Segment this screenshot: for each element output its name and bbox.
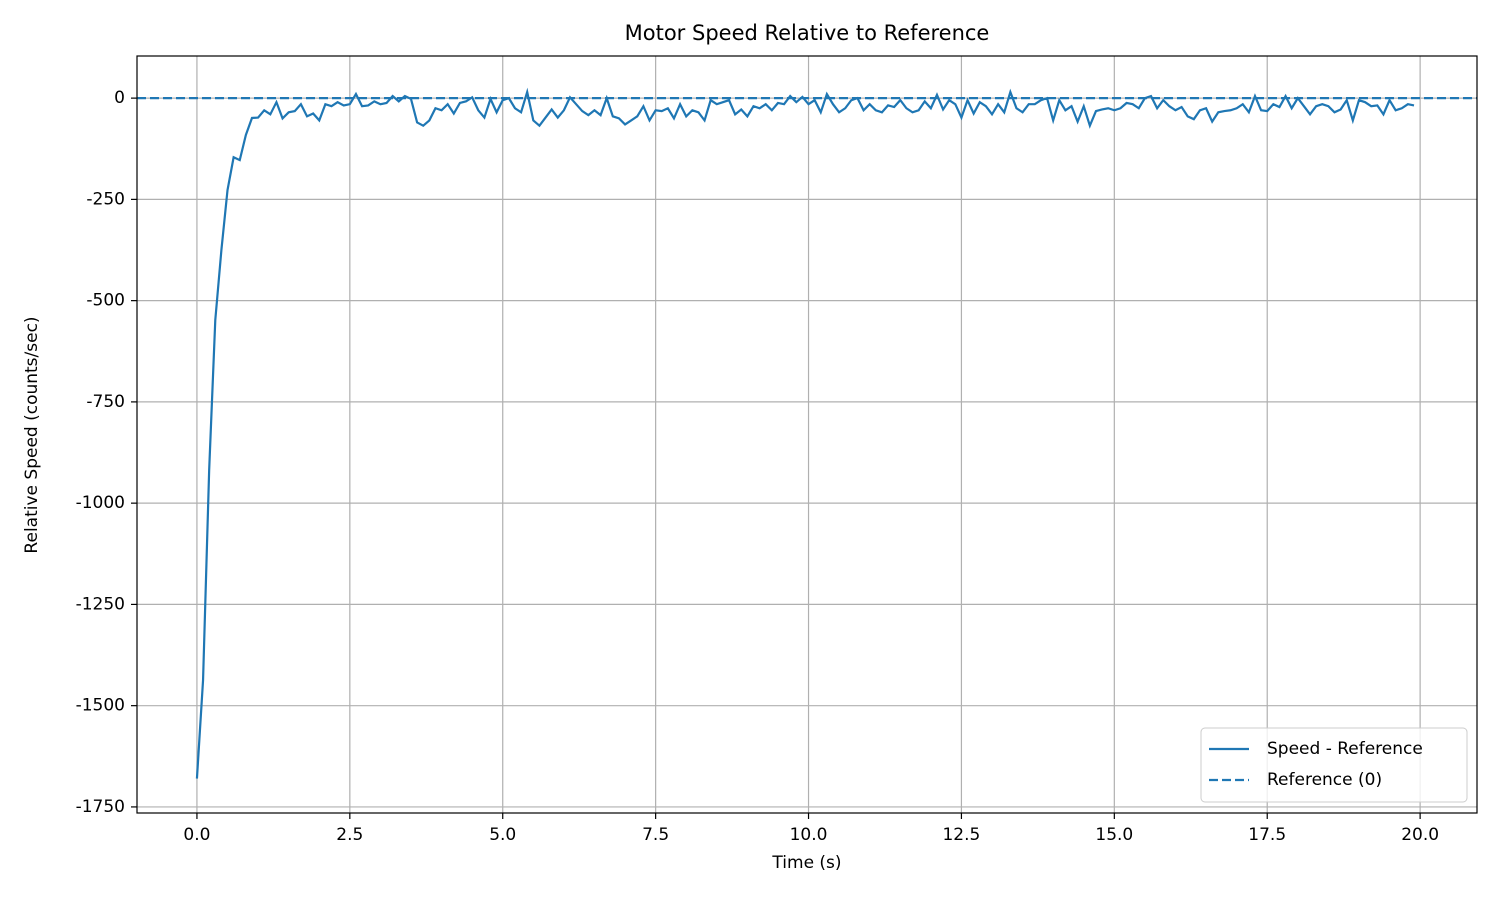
y-tick-label: 0 [114, 88, 125, 108]
x-tick-label: 12.5 [942, 825, 980, 845]
y-axis-label: Relative Speed (counts/sec) [22, 316, 42, 553]
x-tick-label: 15.0 [1095, 825, 1133, 845]
x-tick-label: 10.0 [790, 825, 828, 845]
data-line [195, 87, 1415, 779]
legend-label: Speed - Reference [1267, 739, 1423, 759]
y-tick-label: -1000 [76, 493, 125, 513]
y-tick-label: -500 [86, 291, 125, 311]
chart-title: Motor Speed Relative to Reference [625, 21, 990, 45]
x-tick-label: 5.0 [489, 825, 516, 845]
x-tick-label: 0.0 [183, 825, 210, 845]
y-tick-label: -1250 [76, 594, 125, 614]
legend: Speed - Reference Reference (0) [1200, 727, 1468, 803]
x-axis-label: Time (s) [771, 853, 841, 873]
plot-frame [136, 55, 1478, 814]
legend-label: Reference (0) [1267, 770, 1382, 790]
x-tick-label: 2.5 [336, 825, 363, 845]
x-tick-label: 17.5 [1248, 825, 1286, 845]
y-tick-label: -1500 [76, 696, 125, 716]
x-tick-label: 7.5 [642, 825, 669, 845]
y-tick-label: -250 [86, 189, 125, 209]
y-tick-label: -1750 [76, 797, 125, 817]
y-tick-label: -750 [86, 392, 125, 412]
legend-box [1200, 727, 1468, 803]
x-tick-label: 20.0 [1401, 825, 1439, 845]
